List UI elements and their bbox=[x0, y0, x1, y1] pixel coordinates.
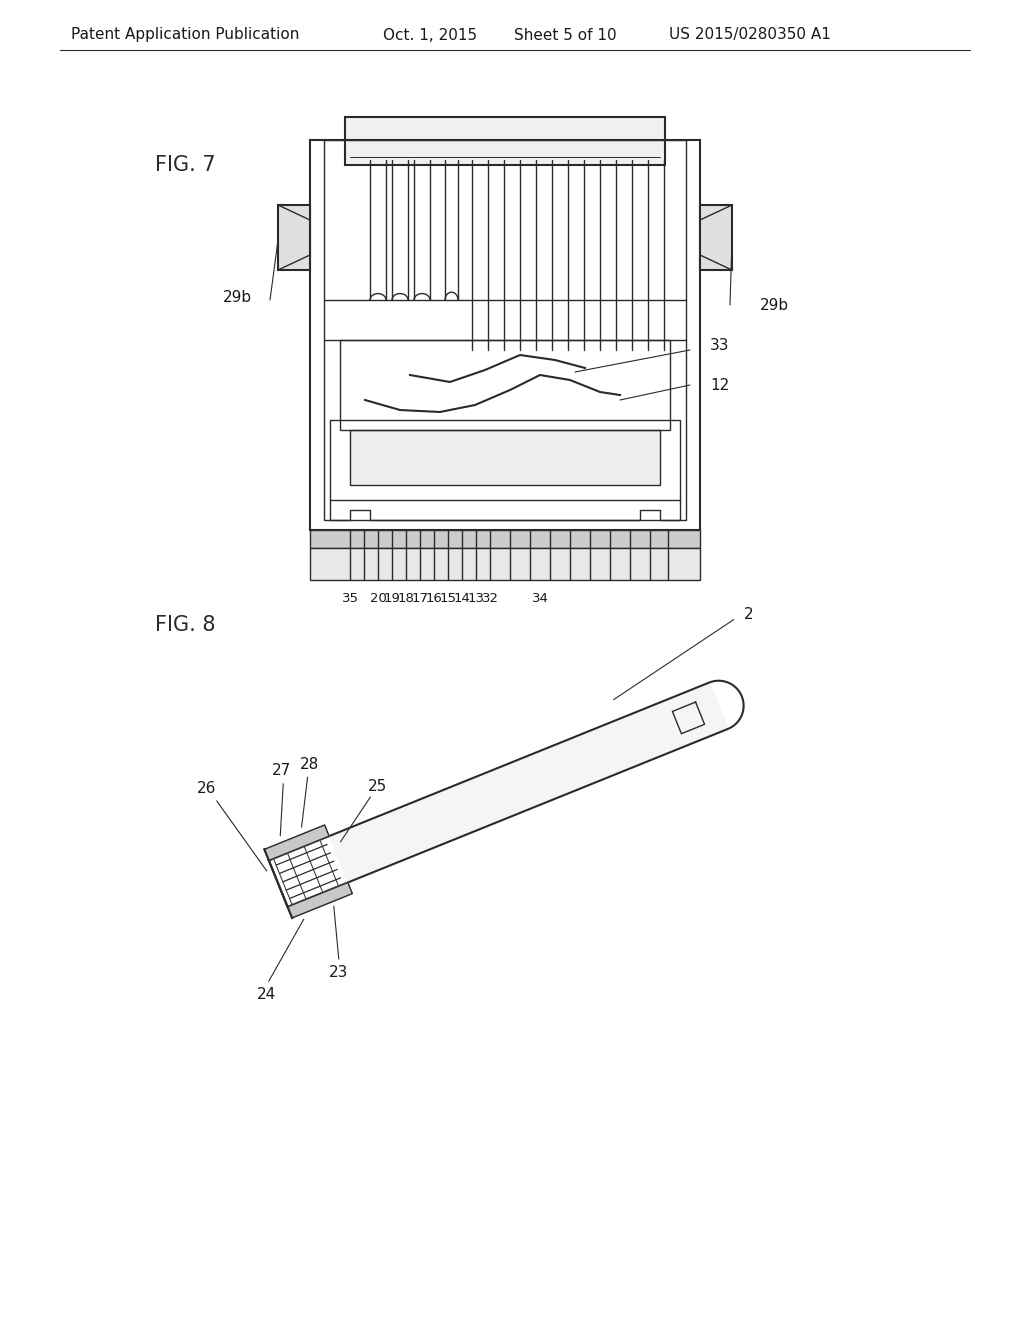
Text: 14: 14 bbox=[454, 591, 470, 605]
Bar bbox=[278, 205, 310, 271]
Bar bbox=[324, 140, 686, 520]
Text: 24: 24 bbox=[257, 987, 276, 1002]
Text: 33: 33 bbox=[710, 338, 729, 352]
Text: 13: 13 bbox=[468, 591, 484, 605]
Polygon shape bbox=[264, 825, 329, 861]
Text: FIG. 7: FIG. 7 bbox=[155, 154, 216, 176]
Text: 34: 34 bbox=[531, 591, 549, 605]
Bar bbox=[310, 140, 700, 531]
Text: 16: 16 bbox=[426, 591, 442, 605]
Text: Patent Application Publication: Patent Application Publication bbox=[71, 28, 299, 42]
Text: 27: 27 bbox=[271, 763, 291, 779]
Text: US 2015/0280350 A1: US 2015/0280350 A1 bbox=[669, 28, 830, 42]
Text: 28: 28 bbox=[300, 756, 319, 772]
Bar bbox=[310, 531, 700, 548]
Text: 29b: 29b bbox=[760, 297, 790, 313]
Text: 26: 26 bbox=[197, 781, 216, 796]
Bar bbox=[310, 548, 700, 579]
Text: 17: 17 bbox=[412, 591, 428, 605]
Bar bbox=[345, 117, 665, 165]
Text: FIG. 8: FIG. 8 bbox=[155, 615, 215, 635]
Text: 35: 35 bbox=[341, 591, 358, 605]
Polygon shape bbox=[288, 883, 352, 917]
Bar bbox=[330, 420, 680, 500]
Text: 18: 18 bbox=[397, 591, 415, 605]
Text: 2: 2 bbox=[743, 607, 754, 622]
Text: 20: 20 bbox=[370, 591, 386, 605]
Text: 15: 15 bbox=[439, 591, 457, 605]
Text: 25: 25 bbox=[368, 779, 387, 795]
Bar bbox=[700, 205, 732, 271]
Polygon shape bbox=[329, 682, 728, 883]
Text: 23: 23 bbox=[329, 965, 348, 979]
Text: Sheet 5 of 10: Sheet 5 of 10 bbox=[514, 28, 616, 42]
Text: 12: 12 bbox=[710, 378, 729, 392]
Bar bbox=[350, 430, 660, 484]
Text: 19: 19 bbox=[384, 591, 400, 605]
Text: 32: 32 bbox=[481, 591, 499, 605]
Bar bbox=[340, 341, 670, 430]
Text: Oct. 1, 2015: Oct. 1, 2015 bbox=[383, 28, 477, 42]
Text: 29b: 29b bbox=[223, 290, 252, 305]
